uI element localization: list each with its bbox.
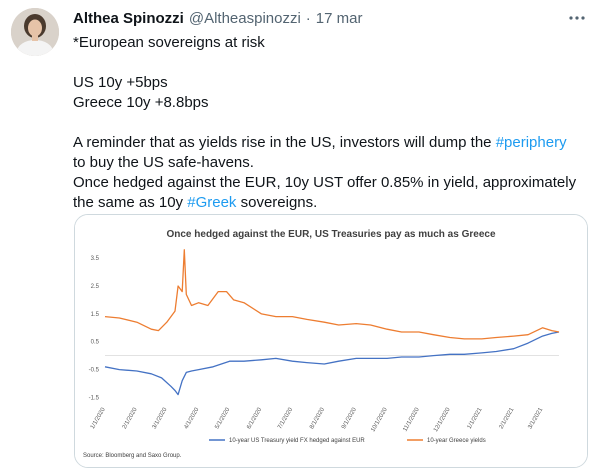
y-tick-label: 1.5 [91, 312, 100, 318]
tweet-text-segment: A reminder that as yields rise in the US… [73, 134, 496, 151]
tweet-date[interactable]: 17 mar [315, 9, 363, 27]
greece-yield-line [104, 249, 560, 340]
y-tick-label: 3.5 [91, 256, 100, 262]
chart-title: Once hedged against the EUR, US Treasuri… [166, 229, 495, 240]
separator-dot: · [305, 9, 311, 27]
tweet-line: A reminder that as yields rise in the US… [73, 133, 567, 153]
tweet-line: *European sovereigns at risk [73, 34, 265, 51]
tweet-text-segment: the same as 10y [73, 194, 188, 211]
author-handle[interactable]: @Altheaspinozzi [188, 9, 301, 27]
hashtag-greek[interactable]: #Greek [187, 194, 237, 211]
chart-image[interactable]: Once hedged against the EUR, US Treasuri… [74, 214, 588, 468]
tweet-line: US 10y +5bps [73, 74, 168, 91]
avatar[interactable] [11, 8, 59, 56]
chart-svg: Once hedged against the EUR, US Treasuri… [75, 215, 587, 467]
legend-label: 10-year Greece yields [427, 438, 486, 444]
more-dots-icon[interactable] [566, 8, 588, 28]
y-tick-label: 0.5 [91, 340, 100, 346]
author-name[interactable]: Althea Spinozzi [73, 9, 184, 27]
tweet-text-segment: sovereigns. [236, 194, 318, 211]
legend-label: 10-year US Treasury yield FX hedged agai… [229, 438, 365, 444]
tweet-line: to buy the US safe-havens. [73, 154, 254, 171]
tweet-line: Once hedged against the EUR, 10y UST off… [73, 174, 577, 191]
us-treasury-hedged-line [104, 331, 560, 396]
tweet-line: Greece 10y +8.8bps [73, 94, 209, 111]
tweet-header: Althea Spinozzi @Altheaspinozzi · 17 mar [73, 8, 362, 28]
tweet-line: the same as 10y #Greek sovereigns. [73, 193, 317, 213]
chart-source: Source: Bloomberg and Saxo Group. [83, 453, 182, 459]
y-tick-label: 2.5 [91, 284, 100, 290]
y-tick-label: -0.5 [89, 368, 100, 374]
hashtag-periphery[interactable]: #periphery [495, 134, 567, 151]
y-tick-label: -1.5 [89, 395, 100, 401]
chart-background [75, 215, 587, 467]
